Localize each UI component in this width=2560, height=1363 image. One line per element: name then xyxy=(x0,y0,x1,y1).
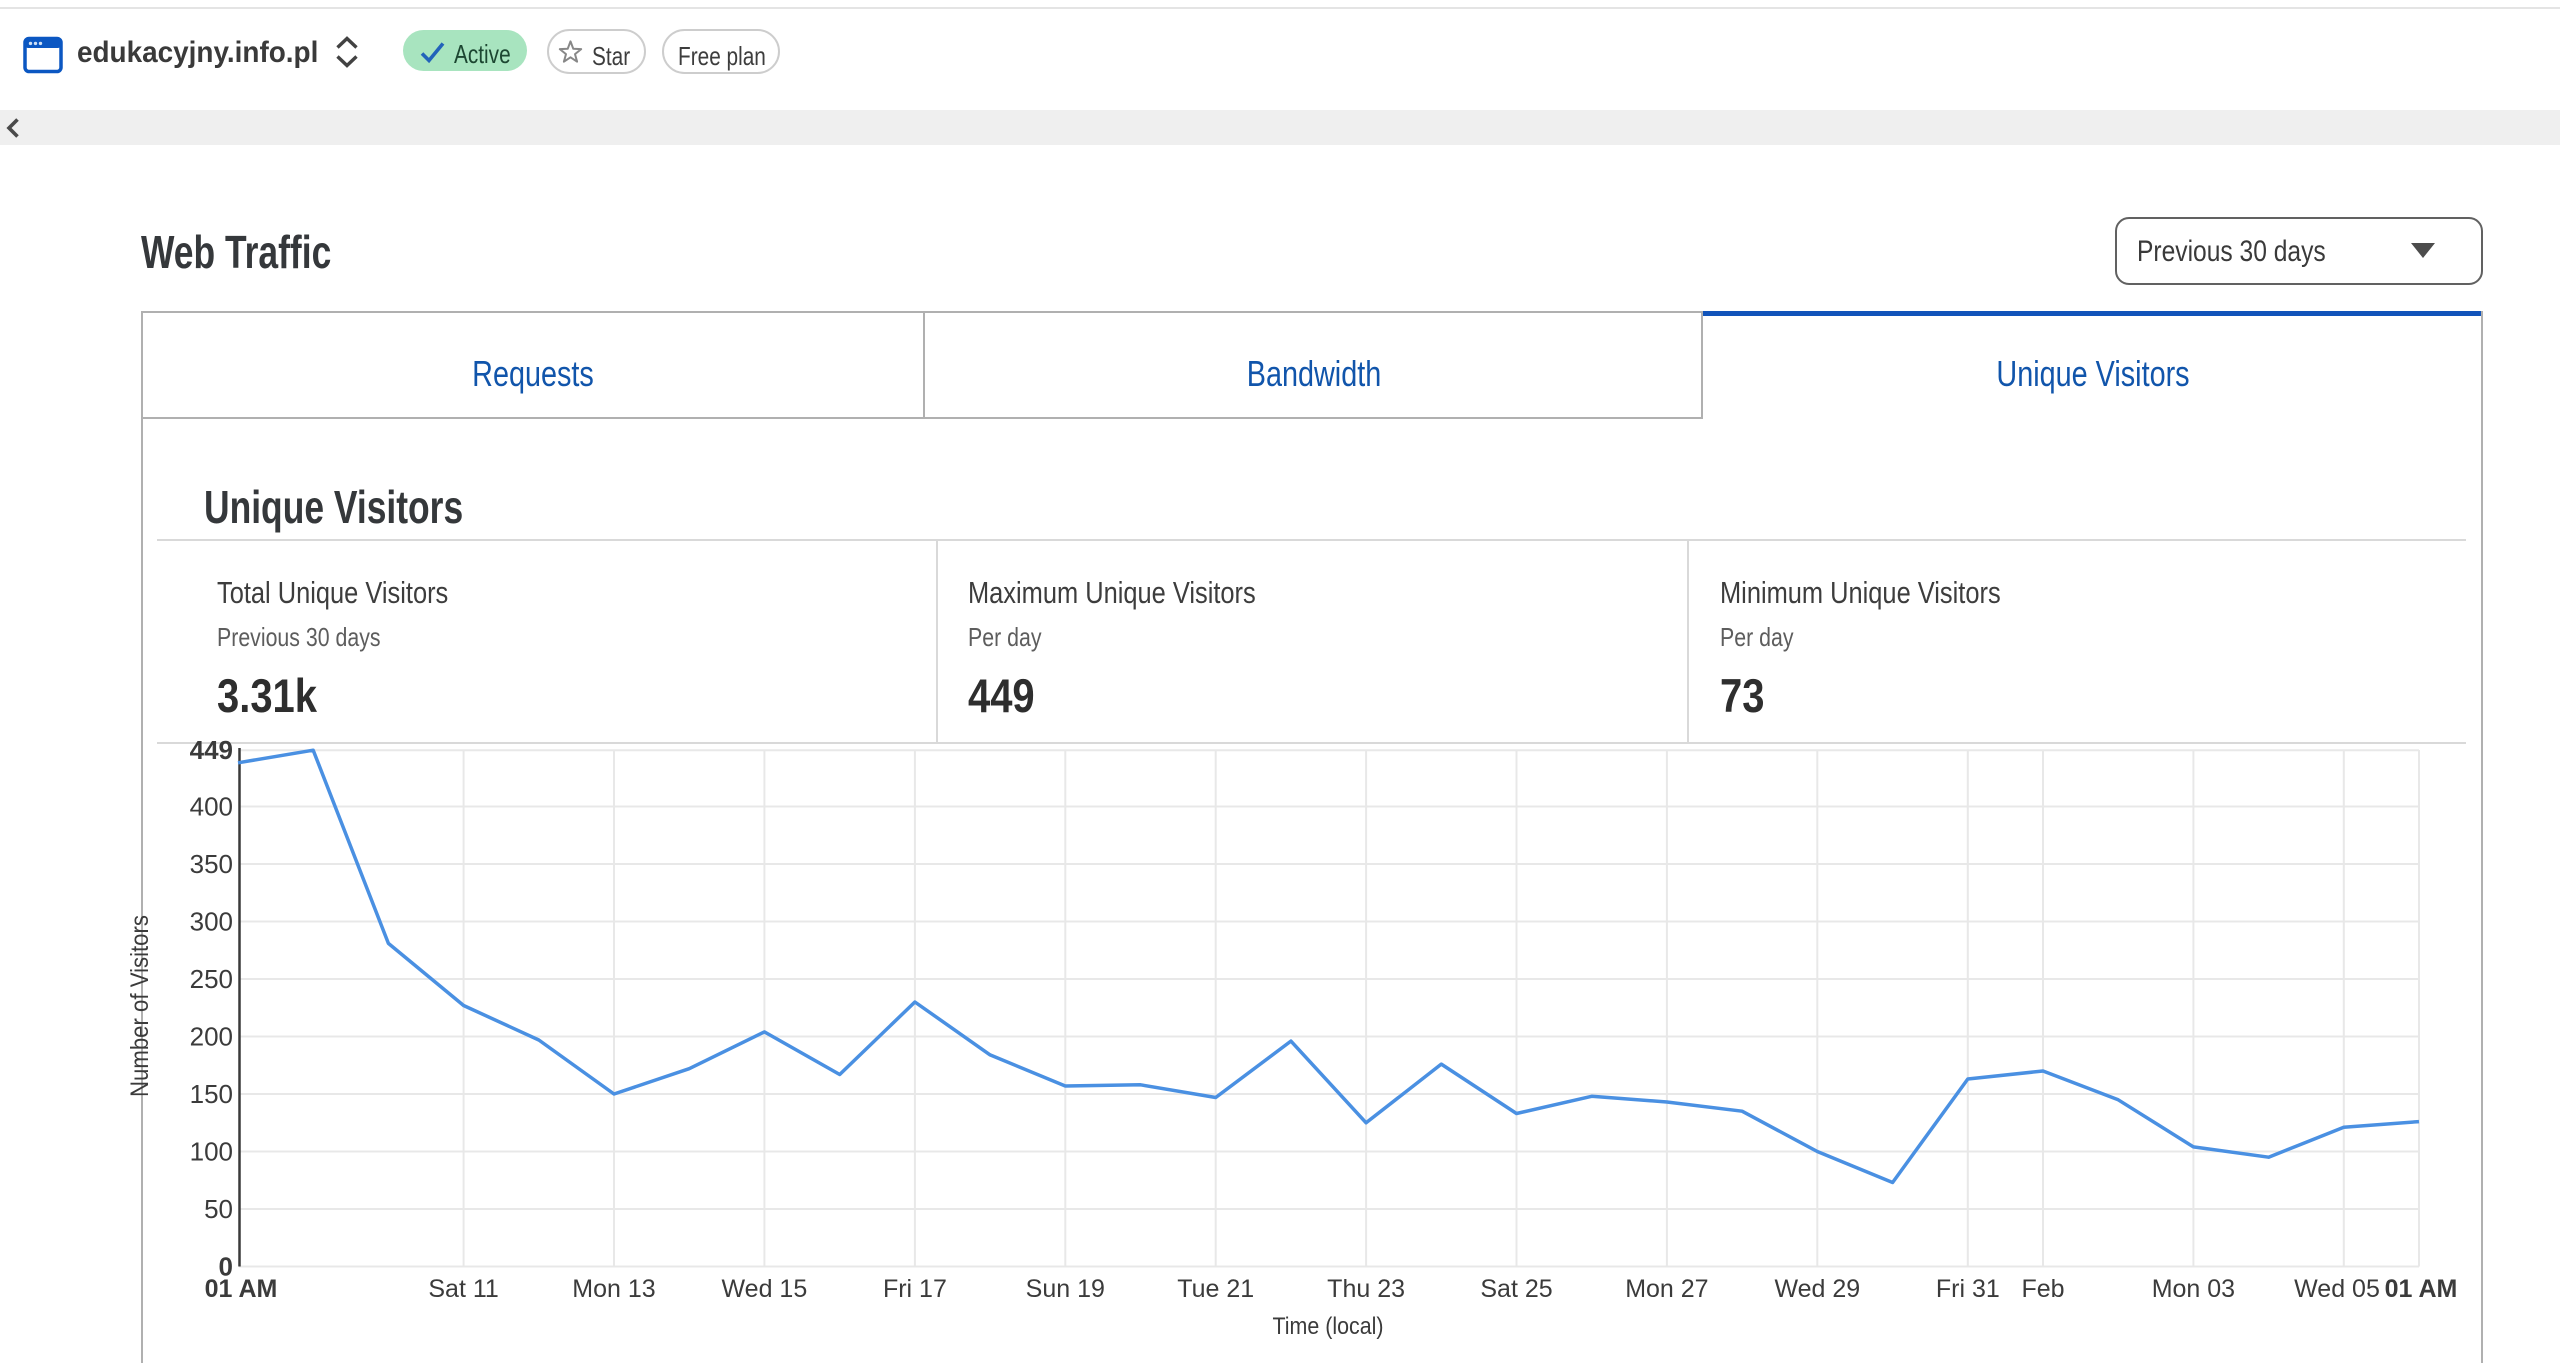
svg-text:200: 200 xyxy=(190,1022,233,1052)
svg-text:150: 150 xyxy=(190,1079,233,1109)
svg-text:Number of Visitors: Number of Visitors xyxy=(126,915,154,1097)
svg-text:Wed 15: Wed 15 xyxy=(722,1275,808,1303)
svg-text:Sat 25: Sat 25 xyxy=(1480,1275,1552,1303)
svg-text:300: 300 xyxy=(190,907,233,937)
svg-text:Time (local): Time (local) xyxy=(1273,1313,1384,1340)
svg-text:01 AM: 01 AM xyxy=(205,1275,278,1303)
svg-text:Wed 29: Wed 29 xyxy=(1774,1275,1860,1303)
svg-text:250: 250 xyxy=(190,964,233,994)
svg-text:Mon 03: Mon 03 xyxy=(2152,1275,2235,1303)
svg-text:Feb: Feb xyxy=(2021,1275,2064,1303)
svg-text:350: 350 xyxy=(190,849,233,879)
svg-text:Sat 11: Sat 11 xyxy=(428,1275,498,1303)
svg-text:100: 100 xyxy=(190,1137,233,1167)
svg-text:Mon 13: Mon 13 xyxy=(572,1275,655,1303)
svg-text:Wed 05: Wed 05 xyxy=(2294,1275,2380,1303)
svg-text:Sun 19: Sun 19 xyxy=(1026,1275,1105,1303)
svg-text:449: 449 xyxy=(190,740,233,765)
svg-text:Fri 17: Fri 17 xyxy=(883,1275,947,1303)
svg-text:50: 50 xyxy=(204,1194,233,1224)
svg-text:Mon 27: Mon 27 xyxy=(1625,1275,1708,1303)
svg-text:0: 0 xyxy=(219,1252,233,1282)
svg-text:400: 400 xyxy=(190,792,233,822)
svg-text:Tue 21: Tue 21 xyxy=(1177,1275,1254,1303)
svg-text:Thu 23: Thu 23 xyxy=(1327,1275,1405,1303)
svg-text:01 AM: 01 AM xyxy=(2385,1275,2458,1303)
svg-text:Fri 31: Fri 31 xyxy=(1936,1275,2000,1303)
